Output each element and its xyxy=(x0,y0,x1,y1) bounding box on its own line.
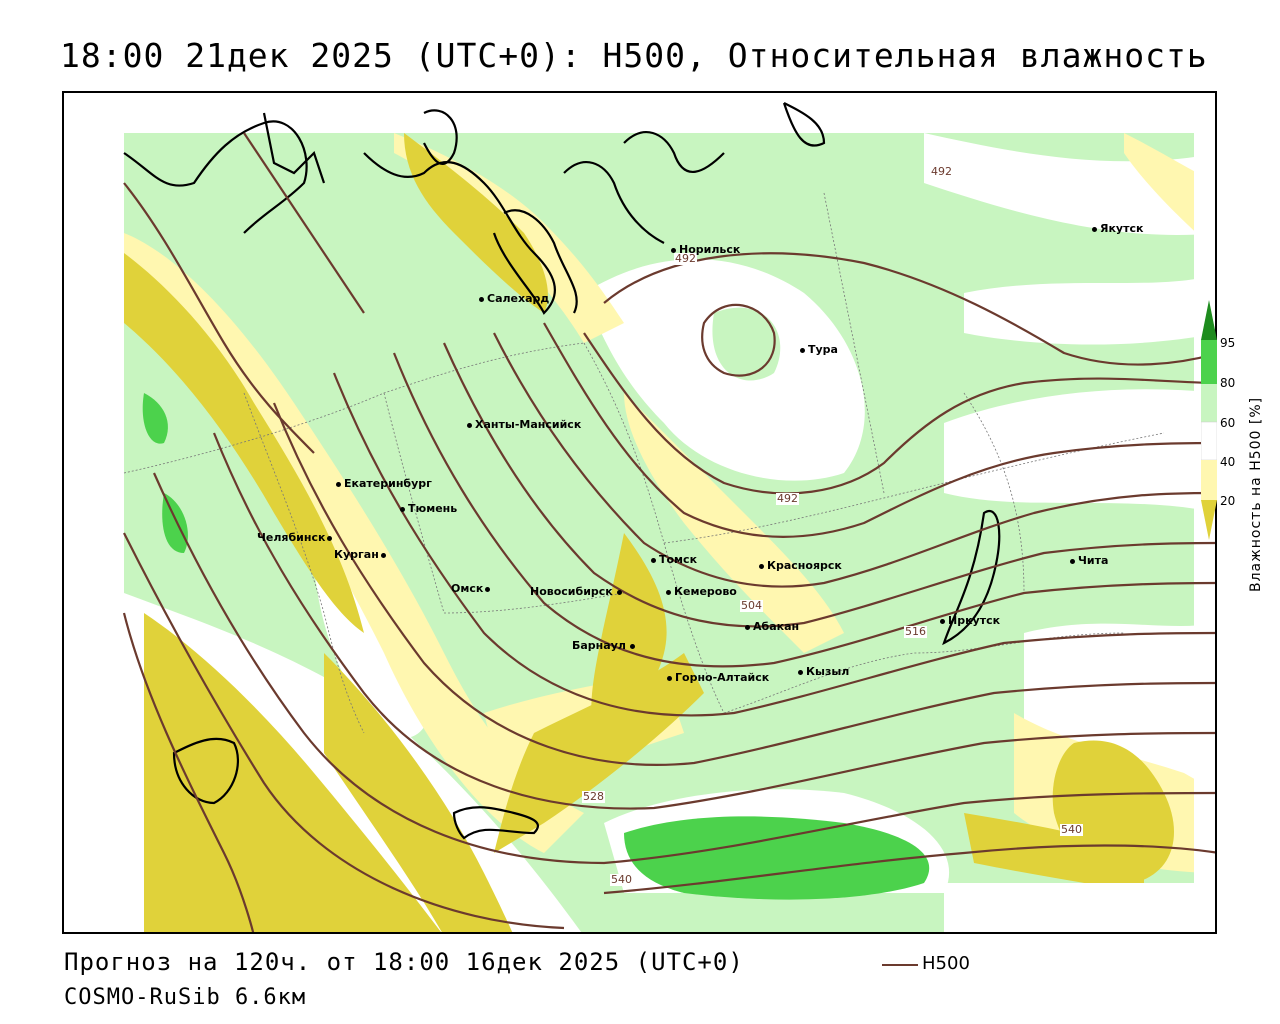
isohypse-label: 540 xyxy=(610,873,633,886)
city-omsk: Омск xyxy=(451,582,493,595)
city-kyzyl: Кызыл xyxy=(798,665,849,678)
model-name: COSMO-RuSib 6.6км xyxy=(64,985,307,1010)
city-dot-icon xyxy=(745,624,750,630)
city-label: Курган xyxy=(334,548,379,561)
city-chita: Чита xyxy=(1070,554,1108,567)
city-dot-icon xyxy=(629,643,635,649)
city-dot-icon xyxy=(666,589,671,595)
city-dot-icon xyxy=(336,481,341,487)
map-panel: 492 492 492 504 516 528 540 540 Норильск… xyxy=(62,91,1217,934)
h500-legend-label: H500 xyxy=(922,953,970,974)
colorbar-tick: 95 xyxy=(1220,336,1236,350)
city-label: Красноярск xyxy=(767,559,842,572)
isohypse-label: 540 xyxy=(1060,823,1083,836)
city-yekaterinburg: Екатеринбург xyxy=(336,477,432,490)
city-label: Абакан xyxy=(753,620,800,633)
map-title: 18:00 21дек 2025 (UTC+0): H500, Относите… xyxy=(60,36,1208,75)
isohypse-label: 504 xyxy=(740,599,763,612)
city-label: Тюмень xyxy=(408,502,458,515)
city-dot-icon xyxy=(798,669,803,675)
city-dot-icon xyxy=(759,563,764,569)
city-label: Салехард xyxy=(487,292,550,305)
city-label: Тура xyxy=(808,343,838,356)
humidity-colorbar xyxy=(1201,300,1217,540)
city-label: Екатеринбург xyxy=(344,477,432,490)
city-tura: Тура xyxy=(800,343,838,356)
city-dot-icon xyxy=(467,422,472,428)
city-label: Томск xyxy=(659,553,698,566)
city-label: Кызыл xyxy=(806,665,850,678)
isohypse-label: 516 xyxy=(904,625,927,638)
city-norilsk: Норильск xyxy=(671,243,740,256)
city-label: Ханты-Мансийск xyxy=(475,418,582,431)
city-label: Новосибирск xyxy=(530,585,613,598)
city-yakutsk: Якутск xyxy=(1092,222,1143,235)
city-irkutsk: Иркутск xyxy=(940,614,1000,627)
city-kurgan: Курган xyxy=(334,548,389,561)
city-label: Горно-Алтайск xyxy=(675,671,770,684)
city-chelyabinsk: Челябинск xyxy=(257,531,335,544)
city-dot-icon xyxy=(485,586,491,592)
city-label: Якутск xyxy=(1100,222,1144,235)
city-tomsk: Томск xyxy=(651,553,697,566)
colorbar-tick: 80 xyxy=(1220,376,1236,390)
isohypse-label: 492 xyxy=(930,165,953,178)
city-dot-icon xyxy=(616,589,622,595)
city-dot-icon xyxy=(327,535,333,541)
map-canvas xyxy=(64,93,1215,932)
city-salekhard: Салехард xyxy=(479,292,549,305)
city-dot-icon xyxy=(651,557,656,563)
city-dot-icon xyxy=(1070,558,1075,564)
city-label: Норильск xyxy=(679,243,741,256)
city-dot-icon xyxy=(800,347,805,353)
city-gorno-altaysk: Горно-Алтайск xyxy=(667,671,769,684)
city-label: Иркутск xyxy=(948,614,1001,627)
city-label: Кемерово xyxy=(674,585,737,598)
city-dot-icon xyxy=(671,247,676,253)
colorbar-tick: 20 xyxy=(1220,494,1236,508)
city-krasnoyarsk: Красноярск xyxy=(759,559,842,572)
city-dot-icon xyxy=(940,618,945,624)
colorbar-tick: 40 xyxy=(1220,455,1236,469)
colorbar-title: Влажность на H500 [%] xyxy=(1248,396,1264,592)
city-kemerovo: Кемерово xyxy=(666,585,737,598)
isohypse-label: 492 xyxy=(674,252,697,265)
city-dot-icon xyxy=(667,675,672,681)
city-barnaul: Барнаул xyxy=(572,639,638,652)
city-novosibirsk: Новосибирск xyxy=(530,585,625,598)
city-khanty-mansiysk: Ханты-Мансийск xyxy=(467,418,581,431)
h500-legend-line xyxy=(882,964,918,966)
isohypse-label: 528 xyxy=(582,790,605,803)
city-label: Челябинск xyxy=(257,531,326,544)
city-abakan: Абакан xyxy=(745,620,799,633)
city-dot-icon xyxy=(380,552,386,558)
coastlines xyxy=(123,102,1001,840)
city-label: Чита xyxy=(1078,554,1109,567)
city-label: Омск xyxy=(451,582,484,595)
forecast-info: Прогноз на 120ч. от 18:00 16дек 2025 (UT… xyxy=(64,948,744,976)
isohypse-label: 492 xyxy=(776,492,799,505)
city-tyumen: Тюмень xyxy=(400,502,457,515)
colorbar-tick: 60 xyxy=(1220,416,1236,430)
city-dot-icon xyxy=(400,506,405,512)
city-dot-icon xyxy=(479,296,484,302)
city-label: Барнаул xyxy=(572,639,626,652)
isohypses xyxy=(122,132,1215,932)
city-dot-icon xyxy=(1092,226,1097,232)
